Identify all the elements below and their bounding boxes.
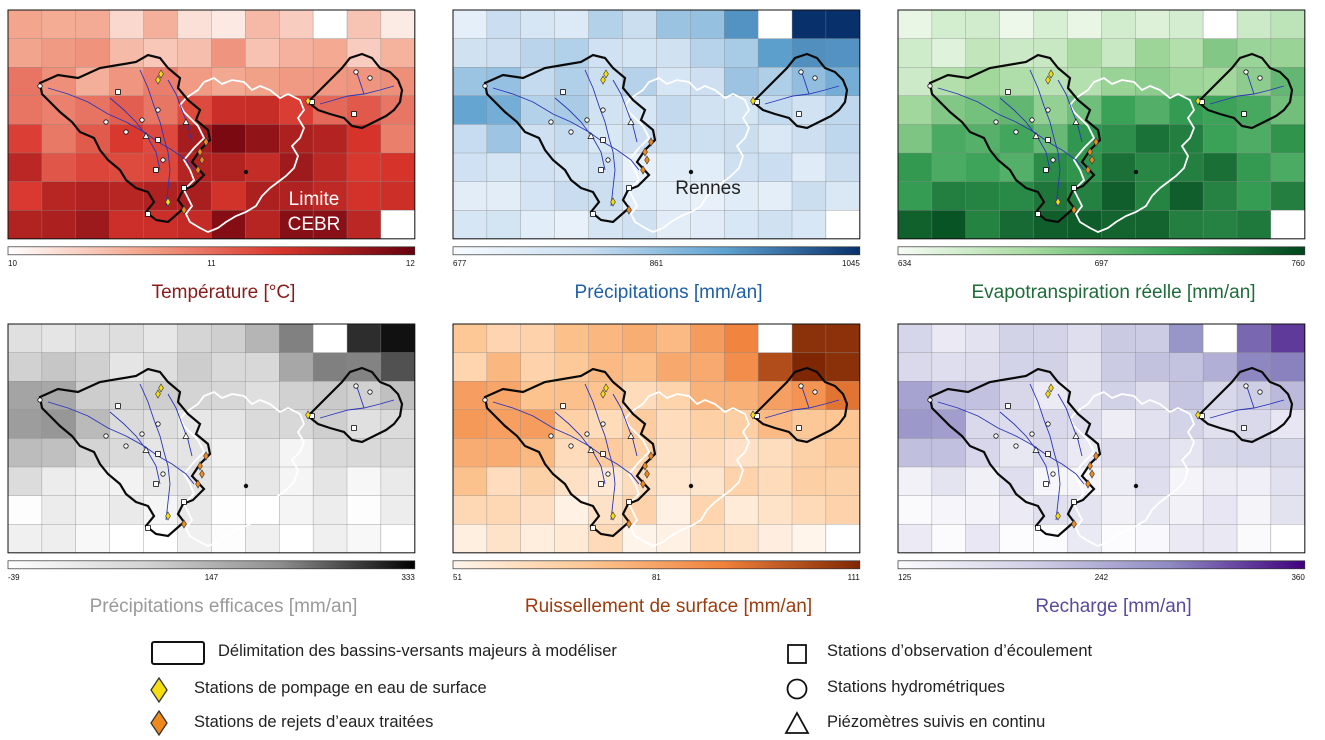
colorbar-mid-label: 697	[1095, 259, 1109, 268]
colorbar-max-label: 760	[1291, 259, 1305, 268]
basin-outline-icon	[151, 641, 205, 665]
colorbar-mid-label: 81	[652, 573, 661, 582]
discharge-diamond-icon	[150, 710, 168, 736]
map-panel-temperature: Limite CEBR 10 11 12 Température [°C]	[6, 8, 441, 308]
legend-hydro-label: Stations hydrométriques	[827, 678, 1005, 696]
map-recharge: 125 242 360	[897, 323, 1306, 582]
colorbar-max-label: 333	[401, 573, 415, 582]
colorbar-min-label: -39	[8, 573, 20, 582]
legend-pumping-label: Stations de pompage en eau de surface	[194, 679, 487, 697]
panel-title-temperature: Température [°C]	[151, 282, 296, 303]
colorbar-precipitations	[452, 246, 861, 256]
flow-square-icon	[787, 644, 807, 664]
map-panel-precipitations: Rennes 677 861 1045 Précipitations [mm/an]	[451, 8, 886, 308]
panel-title-ruissellement: Ruissellement de surface [mm/an]	[524, 596, 813, 617]
map-evapotranspiration: 634 697 760	[897, 9, 1306, 268]
limit-label-line2: CEBR	[288, 214, 341, 235]
panel-title-recharge: Recharge [mm/an]	[1035, 596, 1192, 617]
piezo-triangle-icon	[784, 711, 810, 734]
colorbar-min-label: 51	[453, 573, 462, 582]
limit-label-line1: Limite	[289, 189, 340, 210]
legend-basin-label: Délimitation des bassins-versants majeur…	[218, 642, 617, 660]
map-temperature: Limite CEBR 10 11 12	[7, 9, 416, 268]
colorbar-min-label: 125	[898, 573, 912, 582]
pumping-diamond-icon	[150, 677, 168, 703]
colorbar-mid-label: 11	[207, 259, 216, 268]
colorbar-max-label: 360	[1291, 573, 1305, 582]
colorbar-recharge	[897, 560, 1306, 570]
colorbar-min-label: 634	[898, 259, 912, 268]
map-panel-evapotranspiration: 634 697 760 Evapotranspiration réelle [mm/…	[896, 8, 1325, 308]
hydro-circle-icon	[786, 678, 808, 700]
legend-flow-label: Stations d’observation d’écoulement	[827, 642, 1093, 660]
map-precipitations: Rennes 677 861 1045	[452, 9, 861, 268]
map-ruissellement: 51 81 111	[452, 323, 861, 582]
colorbar-mid-label: 861	[650, 259, 664, 268]
map-precipitations-efficaces: -39 147 333	[7, 323, 416, 582]
panel-title-precipitations: Précipitations [mm/an]	[574, 282, 763, 303]
map-panel-precipitations-efficaces: -39 147 333 Précipitations efficaces [mm/a…	[6, 322, 441, 622]
colorbar-temperature	[7, 246, 416, 256]
colorbar-mid-label: 242	[1095, 573, 1109, 582]
colorbar-max-label: 1045	[842, 259, 860, 268]
map-legend: Délimitation des bassins-versants majeur…	[0, 632, 1325, 740]
colorbar-min-label: 10	[8, 259, 17, 268]
legend-discharge-label: Stations de rejets d’eaux traitées	[194, 713, 434, 731]
colorbar-ruissellement	[452, 560, 861, 570]
panel-title-precipitations-efficaces: Précipitations efficaces [mm/an]	[89, 596, 358, 617]
legend-piezo-label: Piézomètres suivis en continu	[827, 713, 1046, 731]
colorbar-min-label: 677	[453, 259, 467, 268]
colorbar-max-label: 111	[848, 573, 861, 582]
map-panel-ruissellement: 51 81 111 Ruissellement de surface [mm/an]	[451, 322, 886, 622]
colorbar-mid-label: 147	[205, 573, 219, 582]
colorbar-max-label: 12	[406, 259, 415, 268]
panel-title-evapotranspiration: Evapotranspiration réelle [mm/an]	[971, 282, 1256, 303]
colorbar-precipitations-efficaces	[7, 560, 416, 570]
colorbar-evapotranspiration	[897, 246, 1306, 256]
city-label-rennes: Rennes	[675, 178, 741, 199]
map-panel-recharge: 125 242 360 Recharge [mm/an]	[896, 322, 1325, 622]
